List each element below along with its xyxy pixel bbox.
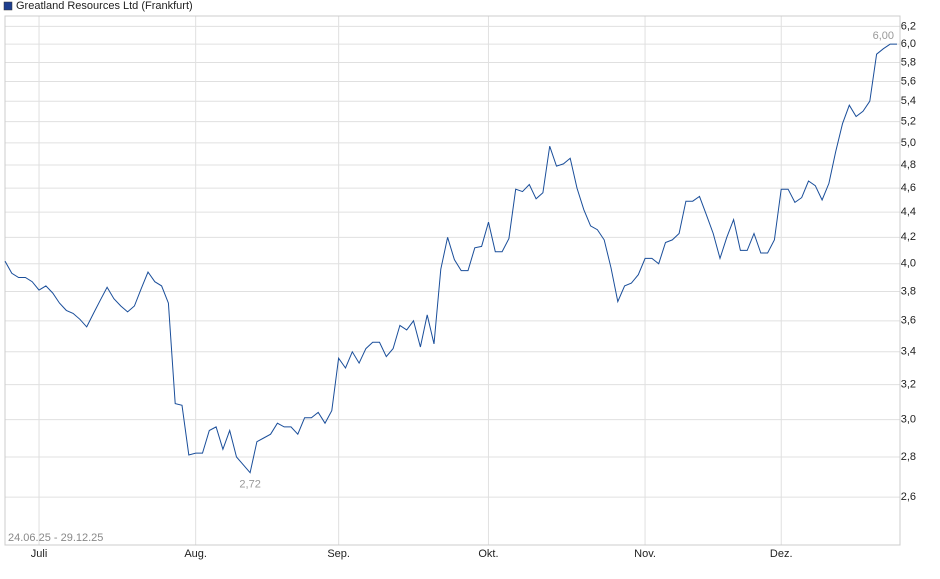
y-tick-label: 3,8 xyxy=(901,285,916,297)
y-tick-label: 4,6 xyxy=(901,182,916,194)
y-tick-label: 4,2 xyxy=(901,231,916,243)
x-tick-label: Sep. xyxy=(327,548,350,560)
value-label: 2,72 xyxy=(239,479,260,491)
x-tick-label: Dez. xyxy=(770,548,793,560)
y-tick-label: 3,2 xyxy=(901,379,916,391)
y-tick-label: 5,0 xyxy=(901,137,916,149)
y-tick-label: 3,6 xyxy=(901,315,916,327)
y-tick-label: 5,6 xyxy=(901,75,916,87)
period-label: 24.06.25 - 29.12.25 xyxy=(8,532,103,544)
y-tick-label: 4,4 xyxy=(901,206,916,218)
y-tick-label: 2,6 xyxy=(901,491,916,503)
y-tick-label: 5,4 xyxy=(901,95,916,107)
y-tick-label: 6,0 xyxy=(901,38,916,50)
y-tick-label: 5,8 xyxy=(901,56,916,68)
y-tick-label: 3,0 xyxy=(901,414,916,426)
y-tick-label: 2,8 xyxy=(901,451,916,463)
y-tick-label: 4,0 xyxy=(901,258,916,270)
y-tick-label: 4,8 xyxy=(901,159,916,171)
x-tick-label: Aug. xyxy=(184,548,207,560)
x-tick-label: Okt. xyxy=(478,548,498,560)
x-tick-label: Juli xyxy=(31,548,48,560)
y-tick-label: 6,2 xyxy=(901,20,916,32)
legend-swatch xyxy=(3,1,13,11)
plot-frame xyxy=(4,15,901,546)
legend-label: Greatland Resources Ltd (Frankfurt) xyxy=(16,0,193,12)
y-tick-label: 3,4 xyxy=(901,346,916,358)
price-line xyxy=(4,43,897,474)
x-tick-label: Nov. xyxy=(634,548,656,560)
y-tick-label: 5,2 xyxy=(901,116,916,128)
value-label: 6,00 xyxy=(873,30,894,42)
